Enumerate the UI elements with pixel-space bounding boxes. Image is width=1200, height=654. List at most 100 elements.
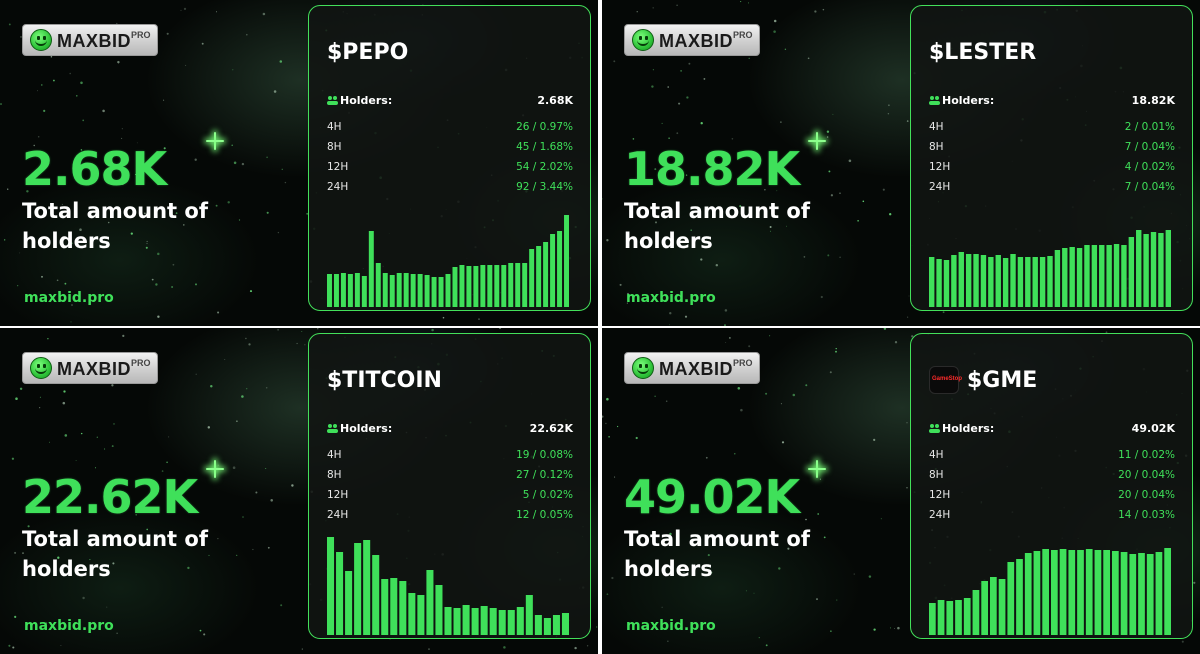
star-dot bbox=[803, 256, 806, 258]
star-dot bbox=[676, 132, 679, 135]
stat-value: 27 / 0.12% bbox=[516, 469, 573, 481]
stat-period: 12H bbox=[929, 489, 951, 501]
star-dot bbox=[111, 445, 114, 448]
holders-bar bbox=[1129, 554, 1137, 635]
star-dot bbox=[745, 590, 747, 592]
holders-value: 22.62K bbox=[529, 422, 573, 435]
star-dot bbox=[668, 137, 670, 139]
holders-bar bbox=[1069, 247, 1075, 307]
stat-value: 12 / 0.05% bbox=[516, 509, 573, 521]
logo-text: MAXBID bbox=[659, 31, 733, 51]
holders-bar bbox=[1007, 562, 1015, 635]
star-dot bbox=[19, 387, 23, 391]
star-dot bbox=[652, 7, 654, 9]
holders-row: Holders: 22.62K bbox=[327, 422, 573, 438]
holders-bar bbox=[361, 276, 367, 307]
token-ticker: $LESTER bbox=[929, 40, 1037, 65]
stat-period: 12H bbox=[327, 161, 349, 173]
star-dot bbox=[614, 476, 616, 478]
holders-bar bbox=[1054, 250, 1061, 307]
star-dot bbox=[830, 630, 832, 632]
bar-chart-svg bbox=[327, 537, 569, 635]
tile-titcoin: MAXBID PRO 22.62K Total amount of holder… bbox=[0, 328, 598, 654]
star-dot bbox=[75, 459, 77, 461]
star-dot bbox=[661, 606, 663, 608]
holders-label: Holders: bbox=[942, 422, 995, 435]
star-dot bbox=[832, 113, 834, 115]
holders-bar bbox=[937, 600, 945, 635]
total-holders-caption: Total amount of holders bbox=[624, 199, 810, 253]
star-dot bbox=[654, 395, 656, 397]
star-dot bbox=[773, 19, 777, 23]
stat-period: 12H bbox=[327, 489, 349, 501]
star-dot bbox=[171, 286, 174, 288]
star-dot bbox=[56, 279, 59, 282]
stat-value: 20 / 0.04% bbox=[1118, 469, 1175, 481]
holders-bar bbox=[951, 255, 957, 307]
star-dot bbox=[215, 11, 218, 13]
star-dot bbox=[688, 62, 691, 65]
star-dot bbox=[180, 9, 182, 11]
star-dot bbox=[155, 283, 158, 286]
star-dot bbox=[233, 161, 237, 165]
holders-bar bbox=[1032, 257, 1038, 307]
holders-bar bbox=[345, 571, 353, 635]
holders-bar bbox=[1099, 245, 1105, 307]
star-dot bbox=[816, 598, 818, 601]
maxbid-logo: MAXBID PRO bbox=[22, 352, 158, 384]
holders-bar bbox=[438, 277, 444, 307]
star-dot bbox=[725, 342, 727, 344]
star-dot bbox=[248, 343, 251, 346]
star-dot bbox=[80, 81, 83, 85]
holders-bar bbox=[508, 263, 514, 307]
star-dot bbox=[52, 79, 55, 82]
holders-bar bbox=[1143, 234, 1149, 307]
site-link[interactable]: maxbid.pro bbox=[24, 290, 114, 306]
star-dot bbox=[828, 170, 831, 173]
stat-value: 2 / 0.01% bbox=[1124, 121, 1175, 133]
total-holders-number: 49.02K bbox=[624, 470, 800, 524]
star-dot bbox=[478, 318, 480, 320]
star-dot bbox=[15, 397, 18, 400]
star-dot bbox=[0, 103, 2, 105]
star-dot bbox=[907, 316, 909, 318]
holders-bar bbox=[981, 581, 988, 635]
star-dot bbox=[781, 441, 785, 444]
star-dot bbox=[12, 646, 15, 649]
star-dot bbox=[652, 69, 655, 71]
star-dot bbox=[279, 60, 283, 63]
holders-bar bbox=[336, 552, 344, 635]
holders-bar bbox=[1025, 257, 1031, 307]
holders-bar bbox=[431, 277, 437, 307]
stat-row: 24H 12 / 0.05% bbox=[327, 509, 573, 529]
star-dot bbox=[232, 69, 234, 71]
star-dot bbox=[96, 436, 98, 438]
holders-bar bbox=[1138, 553, 1145, 635]
star-dot bbox=[166, 461, 168, 464]
star-dot bbox=[245, 337, 247, 340]
stat-value: 14 / 0.03% bbox=[1118, 509, 1175, 521]
holders-bar bbox=[543, 242, 549, 307]
holders-bar bbox=[333, 274, 339, 307]
site-link[interactable]: maxbid.pro bbox=[24, 618, 114, 634]
bar-chart-svg bbox=[929, 230, 1171, 307]
star-dot bbox=[207, 426, 211, 429]
star-dot bbox=[281, 168, 283, 170]
holder-change-list: 4H 2 / 0.01% 8H 7 / 0.04% 12H 4 / 0.02% 24H… bbox=[929, 121, 1175, 201]
holders-bar bbox=[1158, 233, 1164, 307]
holders-label: Holders: bbox=[340, 94, 393, 107]
star-dot bbox=[224, 359, 226, 360]
site-link[interactable]: maxbid.pro bbox=[626, 290, 716, 306]
star-dot bbox=[893, 627, 896, 630]
star-flare bbox=[808, 132, 826, 150]
holders-bar bbox=[963, 598, 971, 635]
site-link[interactable]: maxbid.pro bbox=[626, 618, 716, 634]
holders-bar bbox=[1002, 258, 1009, 307]
star-dot bbox=[172, 263, 175, 266]
star-dot bbox=[242, 516, 244, 518]
star-dot bbox=[669, 324, 671, 326]
stat-value: 92 / 3.44% bbox=[516, 181, 573, 193]
holders-bar bbox=[1094, 550, 1102, 635]
star-dot bbox=[835, 350, 837, 353]
star-dot bbox=[784, 48, 787, 50]
